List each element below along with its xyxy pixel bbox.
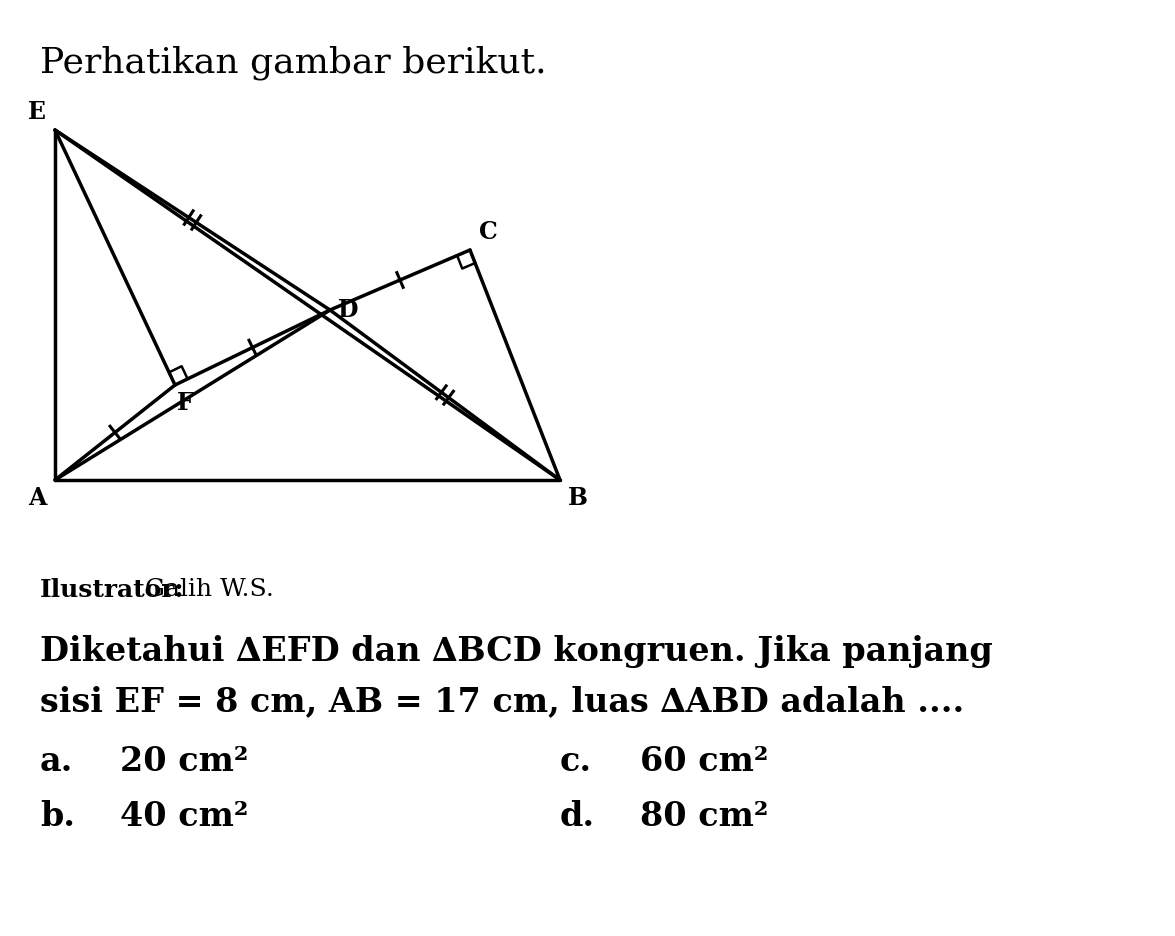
Text: sisi EF = 8 cm, AB = 17 cm, luas ∆ABD adalah ....: sisi EF = 8 cm, AB = 17 cm, luas ∆ABD ad… (40, 685, 965, 718)
Text: 20 cm²: 20 cm² (120, 745, 248, 778)
Text: d.: d. (560, 800, 595, 833)
Text: Diketahui ∆EFD dan ∆BCD kongruen. Jika panjang: Diketahui ∆EFD dan ∆BCD kongruen. Jika p… (40, 635, 993, 668)
Text: 80 cm²: 80 cm² (640, 800, 768, 833)
Text: Ilustrator:: Ilustrator: (40, 578, 184, 602)
Text: b.: b. (40, 800, 75, 833)
Text: 40 cm²: 40 cm² (120, 800, 248, 833)
Text: Perhatikan gambar berikut.: Perhatikan gambar berikut. (40, 45, 546, 80)
Text: a.: a. (40, 745, 73, 778)
Text: Galih W.S.: Galih W.S. (145, 578, 274, 601)
Text: c.: c. (560, 745, 592, 778)
Text: E: E (28, 100, 46, 124)
Text: F: F (176, 391, 194, 415)
Text: A: A (28, 486, 46, 510)
Text: D: D (337, 298, 358, 322)
Text: 60 cm²: 60 cm² (640, 745, 768, 778)
Text: B: B (568, 486, 588, 510)
Text: C: C (478, 220, 497, 244)
